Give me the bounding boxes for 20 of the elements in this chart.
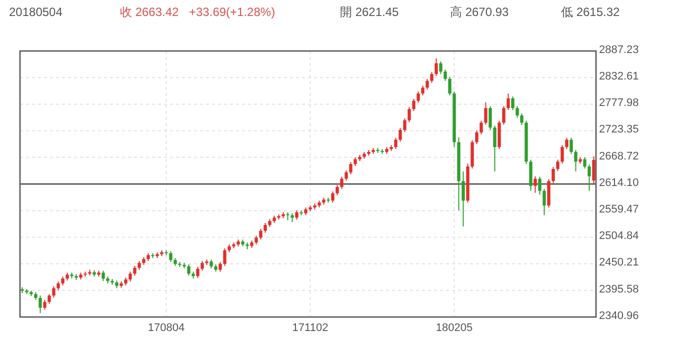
text: 高 2670.93 xyxy=(450,5,510,19)
text: 低 2615.32 xyxy=(561,5,620,19)
x-tick-label: 180205 xyxy=(436,322,473,334)
y-tick-label: 2832.61 xyxy=(599,70,639,83)
y-tick-label: 2559.47 xyxy=(599,204,639,216)
y-tick-label: 2504.84 xyxy=(599,230,639,242)
text: 開 2621.45 xyxy=(340,5,400,19)
x-tick-label: 170804 xyxy=(148,322,185,334)
y-tick-label: 2614.10 xyxy=(599,176,639,189)
y-tick-label: 2887.23 xyxy=(599,44,639,56)
x-tick-label: 171102 xyxy=(292,322,328,334)
y-tick-label: 2450.21 xyxy=(599,256,639,269)
y-tick-label: 2777.98 xyxy=(599,97,639,110)
text: 20180504 xyxy=(9,5,63,19)
text: +33.69(+1.28%) xyxy=(189,5,276,19)
y-tick-label: 2723.35 xyxy=(599,124,639,136)
text: 收 2663.42 xyxy=(120,5,180,19)
y-tick-label: 2340.96 xyxy=(599,310,639,322)
y-tick-label: 2395.58 xyxy=(599,283,639,296)
y-tick-label: 2668.72 xyxy=(599,150,639,162)
